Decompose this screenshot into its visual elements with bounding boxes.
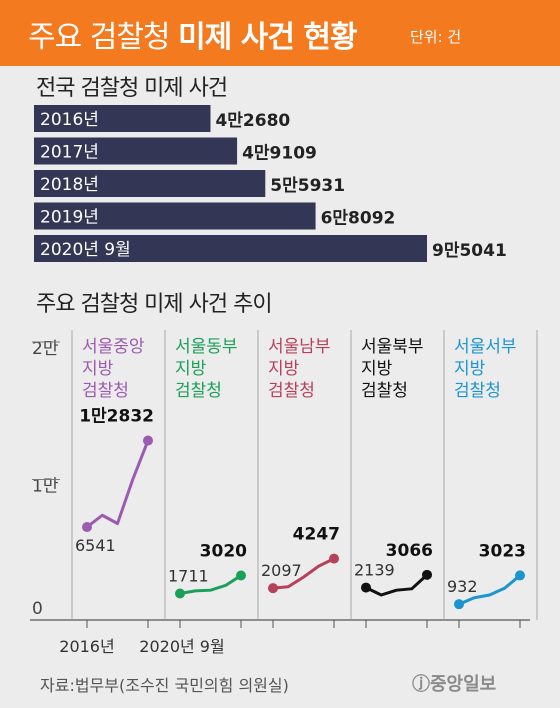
line-chart-title: 주요 검찰청 미제 사건 추이: [36, 292, 273, 317]
series-name-line: 지방: [268, 359, 300, 379]
series-end-point: [515, 570, 525, 581]
bar-chart: 2016년 4만2680 2017년 4만9109 2018년 5만5931 2019년 6만…: [34, 105, 507, 262]
series-start-label: 2097: [261, 561, 302, 580]
series-start-label: 932: [447, 577, 478, 596]
series-name-line: 검찰청: [361, 381, 408, 401]
bar-chart-title: 전국 검찰청 미제 사건: [36, 76, 228, 101]
series-end-point: [329, 553, 339, 564]
series-start-point: [361, 582, 371, 593]
series-name-line: 서울동부: [175, 337, 238, 357]
series-name-line: 검찰청: [175, 381, 222, 401]
series-start-label: 1711: [168, 566, 209, 585]
series-name-line: 검찰청: [82, 381, 129, 401]
bar-4: [34, 235, 427, 262]
x-tick-label-end: 2020년 9월: [139, 637, 224, 656]
bar-category-label: 2018년: [40, 175, 99, 195]
series-line: [179, 574, 242, 595]
series-name-line: 서울서부: [454, 337, 517, 357]
series-start-point: [175, 588, 185, 599]
y-tick-label: 2만: [32, 339, 59, 359]
bar-2: [34, 170, 266, 197]
series-start-label: 6541: [75, 536, 116, 555]
series-name-line: 지방: [82, 359, 114, 379]
series-start-point: [82, 522, 92, 533]
publisher-logo: ⓙ중앙일보: [412, 674, 497, 695]
bar-1: [34, 137, 238, 165]
bar-value-label: 9만5041: [432, 241, 507, 261]
source-note: 자료:법무부(조수진 국민의힘 의원실): [40, 676, 289, 695]
series-name-line: 서울남부: [268, 337, 331, 357]
series-end-label: 3023: [479, 541, 526, 561]
series-end-point: [422, 569, 432, 580]
bar-category-label: 2017년: [40, 143, 99, 163]
series-end-point: [236, 570, 246, 581]
series-end-label: 1만2832: [79, 407, 154, 427]
series-name-line: 검찰청: [454, 381, 501, 401]
series-line: [86, 440, 150, 529]
bar-0: [34, 105, 211, 132]
series-name-line: 지방: [175, 359, 207, 379]
series-name-line: 서울중앙: [82, 337, 145, 357]
series-line: [458, 574, 521, 606]
bar-category-label: 2019년: [40, 208, 99, 228]
series-start-point: [268, 583, 278, 594]
series-line: [272, 557, 335, 590]
bar-value-label: 6만8092: [321, 209, 396, 229]
page-title: 주요 검찰청 미제 사건 현황: [28, 20, 358, 55]
bar-category-label: 2020년 9월: [40, 240, 131, 260]
y-tick-label: 1만: [32, 477, 59, 497]
bar-3: [34, 202, 316, 230]
bar-value-label: 4만9109: [242, 144, 317, 164]
series-name-line: 지방: [361, 359, 393, 379]
series-start-point: [454, 599, 464, 610]
series-end-point: [143, 435, 153, 446]
y-tick-label: 0: [32, 599, 43, 619]
bar-value-label: 4만2680: [215, 111, 290, 131]
unit-label: 단위: 건: [410, 28, 462, 46]
bar-value-label: 5만5931: [270, 176, 345, 196]
series-end-label: 3020: [200, 541, 247, 561]
header-banner: 주요 검찰청 미제 사건 현황 단위: 건: [0, 0, 560, 66]
bar-category-label: 2016년: [40, 110, 99, 130]
x-tick-label-start: 2016년: [59, 637, 114, 656]
series-line: [365, 573, 429, 597]
series-name-line: 서울북부: [361, 337, 424, 357]
series-start-label: 2139: [354, 561, 395, 580]
series-end-label: 4247: [293, 525, 340, 545]
series-name-line: 검찰청: [268, 381, 315, 401]
series-end-label: 3066: [386, 541, 433, 561]
series-name-line: 지방: [454, 359, 486, 379]
